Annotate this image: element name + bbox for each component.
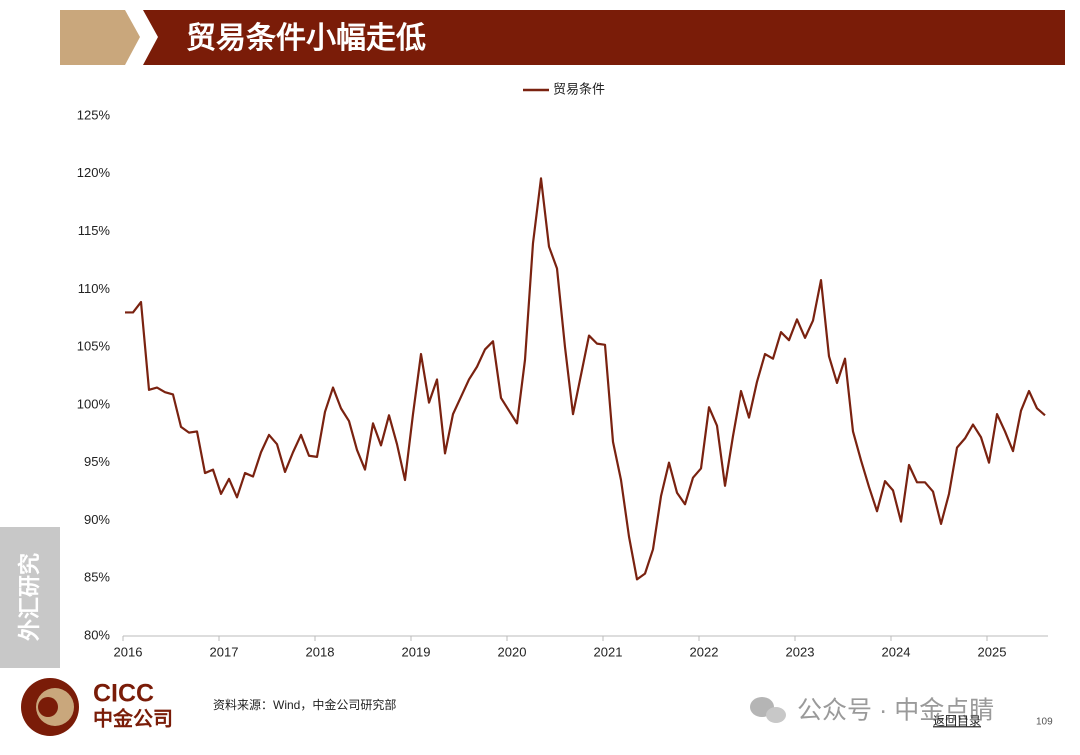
y-tick-label: 110% bbox=[78, 281, 111, 296]
logo-en: CICC bbox=[93, 680, 154, 708]
y-tick-label: 80% bbox=[84, 627, 110, 642]
x-tick-label: 2024 bbox=[882, 644, 911, 659]
y-tick-label: 85% bbox=[84, 570, 110, 585]
watermark: 公众号 · 中金点睛 bbox=[797, 697, 994, 725]
x-tick-label: 2017 bbox=[210, 644, 239, 659]
logo bbox=[21, 678, 79, 736]
x-tick-label: 2022 bbox=[690, 644, 719, 659]
source-note: 资料来源：Wind，中金公司研究部 bbox=[213, 697, 396, 712]
back-link[interactable]: 返回目录 bbox=[933, 714, 981, 728]
x-tick-label: 2021 bbox=[594, 644, 623, 659]
side-box bbox=[0, 527, 60, 668]
x-tick-label: 2018 bbox=[306, 644, 335, 659]
y-tick-label: 90% bbox=[84, 512, 110, 527]
wechat-icon bbox=[750, 697, 786, 723]
y-tick-label: 115% bbox=[78, 223, 111, 238]
y-tick-label: 120% bbox=[77, 165, 111, 180]
chart-title: 贸易条件小幅走低 bbox=[186, 22, 426, 55]
y-tick-label: 105% bbox=[77, 339, 111, 354]
x-tick-label: 2020 bbox=[498, 644, 527, 659]
x-tick-label: 2023 bbox=[786, 644, 815, 659]
y-tick-label: 100% bbox=[77, 396, 111, 411]
page-number: 109 bbox=[1036, 717, 1053, 728]
x-tick-label: 2016 bbox=[114, 644, 143, 659]
header-bar bbox=[143, 10, 1065, 65]
header-accent bbox=[60, 10, 140, 65]
x-tick-label: 2019 bbox=[402, 644, 431, 659]
x-tick-label: 2025 bbox=[978, 644, 1007, 659]
logo-cn: 中金公司 bbox=[93, 706, 173, 730]
side-label: 外汇研究 bbox=[17, 553, 42, 641]
legend-label: 贸易条件 bbox=[553, 81, 605, 96]
y-tick-label: 95% bbox=[84, 454, 110, 469]
data-line bbox=[125, 177, 1046, 581]
logo-core bbox=[38, 697, 58, 717]
y-tick-label: 125% bbox=[77, 107, 111, 122]
